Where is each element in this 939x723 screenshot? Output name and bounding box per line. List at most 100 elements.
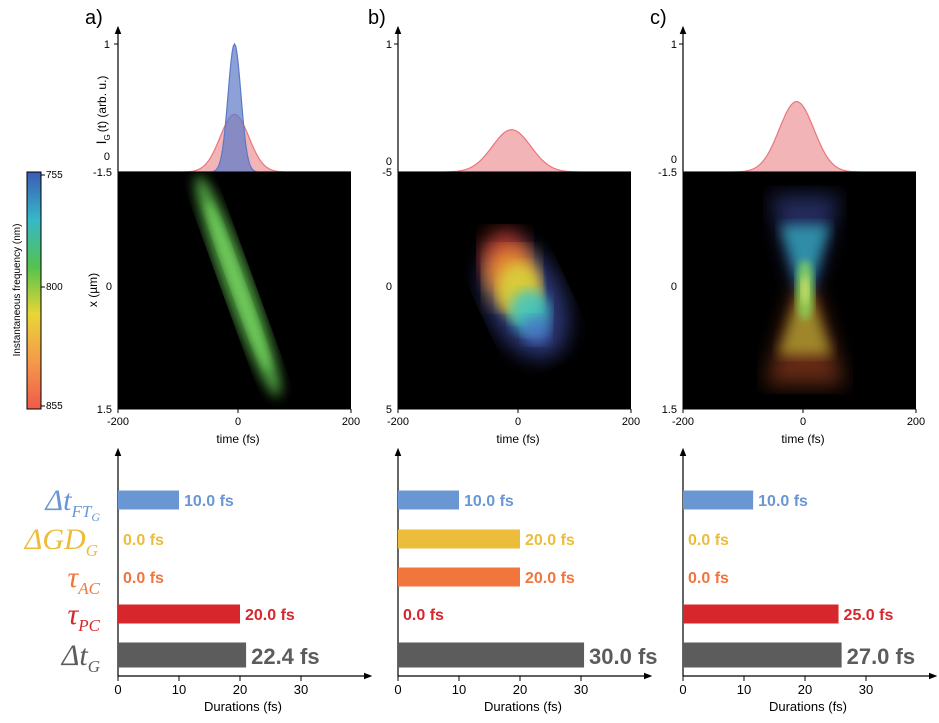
ytick-b-2: 5	[386, 404, 392, 416]
bar-xlabel: Durations (fs)	[484, 699, 562, 714]
bar-xtick-label: 20	[513, 682, 527, 697]
bar-xtick-label: 20	[798, 682, 812, 697]
xtick-c-2: 200	[907, 416, 925, 428]
heatmap-b: -200 0 200 -5 0 5 time (fs)	[382, 167, 640, 446]
bar-value-label: 10.0 fs	[184, 493, 234, 510]
xtick-a-0: -200	[107, 416, 129, 428]
bar-xlabel: Durations (fs)	[204, 699, 282, 714]
ytick-c-2: 1.5	[662, 404, 677, 416]
row-label: ΔtG	[61, 639, 100, 676]
ytick-a-1: 0	[106, 281, 112, 293]
bar-chart-panel-a: 0 10 20 30 Durations (fs) 10.0 fs 0.0 fs 0.0 fs…	[114, 447, 373, 714]
bar-value-label: 10.0 fs	[758, 493, 808, 510]
colorbar-gradient	[26, 171, 42, 410]
bar-xtick-label: 0	[679, 682, 686, 697]
bar-value-label: 25.0 fs	[844, 607, 894, 624]
bar-xtick-label: 10	[452, 682, 466, 697]
xtick-b-2: 200	[622, 416, 640, 428]
bar	[398, 490, 459, 510]
ylabel-sub: G	[103, 134, 112, 140]
row-label-main: ΔGD	[24, 523, 86, 556]
bar-xtick-label: 0	[114, 682, 121, 697]
panel-label-b: b)	[368, 7, 386, 29]
bar	[683, 490, 754, 510]
row-label-main: Δt	[61, 639, 89, 672]
intensity-ylabel: IG(t) (arb. u.)	[93, 76, 112, 145]
duration-bar-charts: 0 10 20 30 Durations (fs) 10.0 fs 0.0 fs 0.0 fs…	[114, 447, 938, 714]
bar-value-label: 10.0 fs	[464, 493, 514, 510]
row-label-main: Δt	[45, 484, 73, 517]
intensity-plot-a: 1 0 IG(t) (arb. u.)	[93, 25, 351, 173]
panel-label-c: c)	[650, 7, 667, 29]
bar-xtick-label: 10	[737, 682, 751, 697]
ylabel-a: x (µm)	[86, 273, 100, 307]
intensity-plot-c: 1 0	[671, 25, 916, 173]
ytick-a-0: -1.5	[93, 167, 112, 179]
xtick-b-0: -200	[387, 416, 409, 428]
colorbar-tick-755: 755	[46, 170, 63, 181]
row-label: ΔGDG	[24, 523, 98, 560]
heatmap-a: -200 0 200 -1.5 0 1.5 time (fs) x (µm)	[86, 167, 360, 446]
xlabel-b: time (fs)	[496, 432, 539, 446]
svg-text:IG(t) (arb. u.): IG(t) (arb. u.)	[93, 76, 112, 145]
ytick-0-b: 0	[386, 156, 392, 168]
colorbar-tick-800: 800	[46, 282, 63, 293]
row-label-sub: AC	[77, 579, 100, 598]
colorbar-label: Instantaneous frequency (nm)	[12, 224, 23, 357]
row-label: τPC	[68, 598, 101, 635]
bar-value-label: 27.0 fs	[847, 644, 916, 669]
ytick-0-c: 0	[671, 154, 677, 166]
ytick-c-0: -1.5	[658, 167, 677, 179]
intensity-curve	[398, 129, 631, 173]
bar-value-label: 30.0 fs	[589, 644, 658, 669]
ytick-b-0: -5	[382, 167, 392, 179]
bar-value-label: 20.0 fs	[525, 532, 575, 549]
ytick-0-a: 0	[104, 151, 110, 163]
row-label-sub: G	[86, 541, 98, 560]
row-label-sub: PC	[77, 616, 100, 635]
ylabel-main: I	[93, 141, 109, 145]
row-label: τAC	[68, 561, 101, 598]
colorbar-tick-855: 855	[46, 401, 63, 412]
row-label-sub: G	[88, 657, 100, 676]
row-label-sub: FT	[70, 502, 92, 521]
bar-value-label: 22.4 fs	[251, 644, 320, 669]
bar-xtick-label: 30	[574, 682, 588, 697]
bar-value-label: 0.0 fs	[403, 607, 444, 624]
bar-value-label: 0.0 fs	[688, 570, 729, 587]
row-label-main: τ	[68, 561, 80, 594]
row-label-main: τ	[68, 598, 80, 631]
bar	[118, 490, 179, 510]
ytick-1-c: 1	[671, 39, 677, 51]
bar	[118, 604, 240, 624]
bar	[398, 567, 520, 587]
ytick-1-a: 1	[104, 39, 110, 51]
bar-xtick-label: 30	[294, 682, 308, 697]
xtick-a-2: 200	[342, 416, 360, 428]
xtick-a-1: 0	[235, 416, 241, 428]
colorbar: 755 800 855 Instantaneous frequency (nm)	[12, 170, 63, 412]
xtick-b-1: 0	[515, 416, 521, 428]
bar	[683, 604, 839, 624]
intensity-plot-b: 1 0	[386, 25, 631, 173]
row-label: ΔtFTG	[45, 484, 101, 524]
bar-xlabel: Durations (fs)	[769, 699, 847, 714]
bar	[118, 642, 247, 668]
row-label-subsub: G	[91, 510, 100, 524]
bar-value-label: 0.0 fs	[123, 570, 164, 587]
bar-value-label: 20.0 fs	[525, 570, 575, 587]
xlabel-a: time (fs)	[216, 432, 259, 446]
xlabel-c: time (fs)	[781, 432, 824, 446]
heatmap-c: -200 0 200 -1.5 0 1.5 time (fs)	[658, 167, 925, 446]
bar-chart-panel-c: 0 10 20 30 Durations (fs) 10.0 fs 0.0 fs 0.0 fs…	[679, 447, 938, 714]
bar-value-label: 0.0 fs	[123, 532, 164, 549]
ytick-1-b: 1	[386, 39, 392, 51]
xtick-c-1: 0	[800, 416, 806, 428]
xtick-c-0: -200	[672, 416, 694, 428]
bar	[398, 642, 585, 668]
bar-xtick-label: 30	[859, 682, 873, 697]
panel-label-a: a)	[85, 7, 103, 29]
bar-xtick-label: 20	[233, 682, 247, 697]
